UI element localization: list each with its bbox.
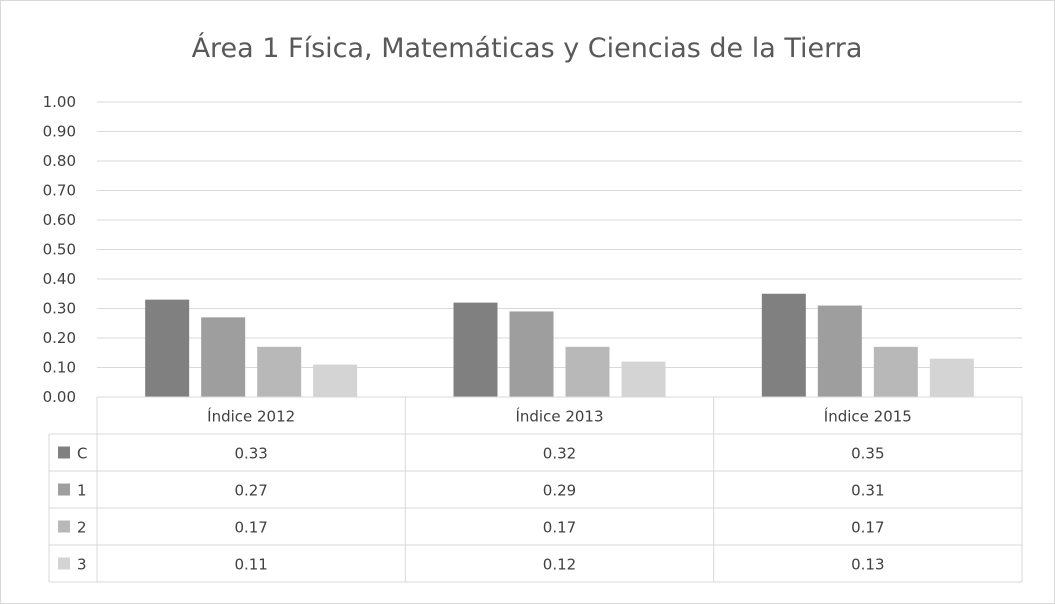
bar-3-3 xyxy=(929,358,974,397)
y-tick-label: 0.80 xyxy=(43,152,76,170)
data-label: 0.27 xyxy=(234,482,267,500)
y-tick-label: 0.00 xyxy=(43,388,76,406)
y-tick-label: 0.40 xyxy=(43,270,76,288)
x-category-label: Índice 2013 xyxy=(515,407,603,426)
legend-swatch xyxy=(58,446,70,459)
y-tick-label: 0.70 xyxy=(43,182,76,200)
bar-3-2 xyxy=(621,361,666,397)
bar-C-2 xyxy=(453,302,498,397)
legend-swatch xyxy=(58,520,70,533)
bar-2-3 xyxy=(873,346,918,397)
data-label: 0.35 xyxy=(851,445,884,463)
data-label: 0.13 xyxy=(851,556,884,574)
data-table: Índice 2012 Índice 2013 Índice 2015 C 0.33 0.… xyxy=(48,396,1023,583)
legend-label: 1 xyxy=(77,482,87,500)
y-tick-label: 0.50 xyxy=(43,241,76,259)
bar-C-3 xyxy=(761,293,806,397)
bar-1-1 xyxy=(201,317,246,397)
legend-swatch xyxy=(58,557,70,570)
data-label: 0.17 xyxy=(234,519,267,537)
bar-2-2 xyxy=(565,346,610,397)
data-label: 0.31 xyxy=(851,482,884,500)
data-label: 0.17 xyxy=(543,519,576,537)
data-label: 0.32 xyxy=(543,445,576,463)
y-tick-label: 0.20 xyxy=(43,329,76,347)
bar-1-2 xyxy=(509,311,554,397)
y-tick-label: 0.60 xyxy=(43,211,76,229)
data-label: 0.29 xyxy=(543,482,576,500)
bar-2-1 xyxy=(257,346,302,397)
chart-title: Área 1 Física, Matemáticas y Ciencias de… xyxy=(192,32,863,64)
data-label: 0.11 xyxy=(234,556,267,574)
legend-label: C xyxy=(77,445,87,463)
x-category-label: Índice 2015 xyxy=(824,407,912,426)
data-label: 0.33 xyxy=(234,445,267,463)
gridlines xyxy=(97,101,1022,368)
data-label: 0.17 xyxy=(851,519,884,537)
legend-label: 2 xyxy=(77,519,87,537)
bar-C-1 xyxy=(145,299,190,397)
y-tick-label: 0.90 xyxy=(43,123,76,141)
x-category-label: Índice 2012 xyxy=(207,407,295,426)
legend-label: 3 xyxy=(77,556,87,574)
legend-swatch xyxy=(58,483,70,496)
y-tick-label: 1.00 xyxy=(43,93,76,111)
data-label: 0.12 xyxy=(543,556,576,574)
bars xyxy=(145,293,974,397)
bar-1-3 xyxy=(817,305,862,397)
bar-3-1 xyxy=(313,364,358,397)
y-tick-label: 0.10 xyxy=(43,359,76,377)
y-tick-label: 0.30 xyxy=(43,300,76,318)
y-axis-ticks: 0.00 0.10 0.20 0.30 0.40 0.50 0.60 0.70 0.80 0.90… xyxy=(43,93,76,406)
